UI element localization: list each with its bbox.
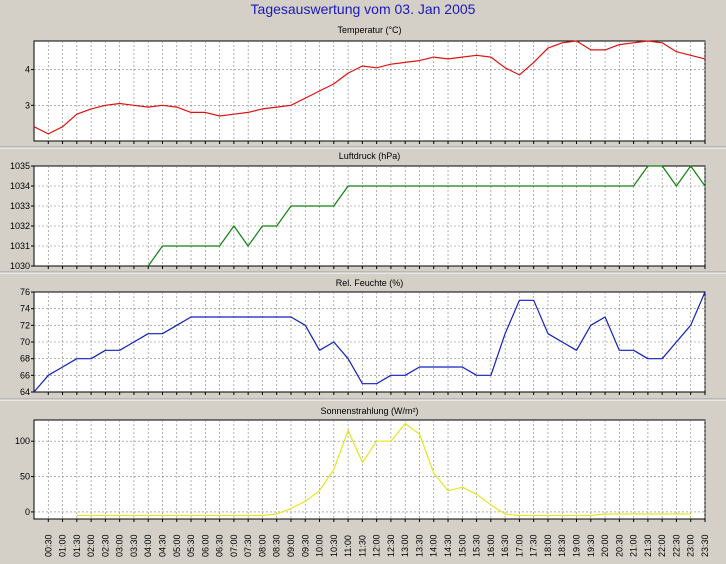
x-tick-label: 01:30: [72, 534, 82, 557]
x-tick-label: 10:30: [329, 534, 339, 557]
x-tick-label: 14:30: [443, 534, 453, 557]
x-tick-label: 03:30: [129, 534, 139, 557]
x-tick-label: 13:00: [400, 534, 410, 557]
x-tick-label: 09:30: [300, 534, 310, 557]
series-line: [76, 422, 691, 517]
x-tick-label: 18:30: [557, 534, 567, 557]
y-tick-label: 76: [20, 287, 30, 297]
chart-panel-1: 3 4 Temperatur (°C): [25, 25, 706, 144]
chart-title: Luftdruck (hPa): [339, 151, 401, 161]
y-tick-label: 1034: [10, 181, 30, 191]
x-tick-label: 03:00: [115, 534, 125, 557]
x-tick-label: 05:30: [186, 534, 196, 557]
x-tick-label: 08:00: [257, 534, 267, 557]
x-tick-label: 17:00: [514, 534, 524, 557]
chart-panel-3: 64 66 68 70 72 74 76 Rel. Feuchte (%): [20, 278, 706, 397]
x-tick-label: 18:00: [543, 534, 553, 557]
x-tick-label: 16:30: [500, 534, 510, 557]
x-axis-labels: 00:30 01:00 01:30 02:00 02:30 03:00 03:30 04:00…: [43, 534, 710, 557]
y-tick-label: 3: [25, 100, 30, 110]
x-tick-label: 02:00: [86, 534, 96, 557]
y-tick-label: 70: [20, 337, 30, 347]
x-tick-label: 19:30: [586, 534, 596, 557]
x-tick-label: 04:00: [143, 534, 153, 557]
y-tick-label: 100: [15, 436, 30, 446]
x-tick-label: 16:00: [486, 534, 496, 557]
chart-panel-4: 0 50 100 Sonnenstrahlung (W/m²): [15, 406, 706, 522]
x-tick-label: 00:30: [43, 534, 53, 557]
x-tick-label: 15:00: [457, 534, 467, 557]
x-tick-label: 01:00: [58, 534, 68, 557]
x-tick-label: 20:00: [600, 534, 610, 557]
x-tick-label: 10:00: [315, 534, 325, 557]
y-tick-label: 50: [20, 472, 30, 482]
x-tick-label: 11:30: [357, 535, 367, 557]
x-tick-label: 07:00: [229, 534, 239, 557]
x-tick-label: 19:00: [572, 534, 582, 557]
x-tick-label: 08:30: [272, 534, 282, 557]
y-tick-label: 1033: [10, 201, 30, 211]
x-tick-label: 22:30: [671, 534, 681, 557]
x-tick-label: 06:30: [215, 534, 225, 557]
y-tick-label: 72: [20, 320, 30, 330]
series-line: [147, 165, 706, 267]
x-tick-label: 21:30: [643, 534, 653, 557]
x-tick-label: 17:30: [529, 534, 539, 557]
x-tick-label: 07:30: [243, 534, 253, 557]
x-tick-label: 12:00: [372, 534, 382, 557]
x-tick-label: 06:00: [200, 534, 210, 557]
y-tick-label: 64: [20, 387, 30, 397]
y-tick-label: 1032: [10, 221, 30, 231]
y-tick-label: 1030: [10, 261, 30, 271]
x-tick-label: 22:00: [657, 534, 667, 557]
series-line: [33, 40, 706, 135]
y-tick-label: 0: [25, 507, 30, 517]
x-tick-label: 13:30: [414, 534, 424, 557]
chart-panel-2: 1030 1031 1032 1033 1034 1035 Luftdruck (hPa): [10, 151, 706, 271]
x-tick-label: 23:00: [686, 534, 696, 557]
x-tick-label: 23:30: [700, 534, 710, 557]
y-tick-label: 1031: [10, 241, 30, 251]
x-tick-label: 11:00: [343, 535, 353, 557]
y-tick-label: 68: [20, 354, 30, 364]
y-tick-label: 1035: [10, 161, 30, 171]
chart-title: Sonnenstrahlung (W/m²): [320, 406, 418, 416]
y-tick-label: 4: [25, 65, 30, 75]
plot-area: [33, 419, 706, 520]
series-line: [33, 291, 706, 393]
x-tick-label: 12:30: [386, 534, 396, 557]
x-tick-label: 05:00: [172, 534, 182, 557]
y-tick-label: 66: [20, 370, 30, 380]
x-tick-label: 14:00: [429, 534, 439, 557]
x-tick-label: 09:00: [286, 534, 296, 557]
chart-title: Temperatur (°C): [337, 25, 401, 35]
x-tick-label: 20:30: [614, 534, 624, 557]
page-title: Tagesauswertung vom 03. Jan 2005: [250, 1, 476, 17]
x-tick-label: 02:30: [100, 534, 110, 557]
x-tick-label: 04:30: [157, 534, 167, 557]
x-tick-label: 21:00: [629, 534, 639, 557]
chart-title: Rel. Feuchte (%): [336, 278, 404, 288]
y-tick-label: 74: [20, 304, 30, 314]
plot-area: [33, 40, 706, 142]
plot-area: [33, 165, 706, 267]
x-tick-label: 15:30: [472, 534, 482, 557]
